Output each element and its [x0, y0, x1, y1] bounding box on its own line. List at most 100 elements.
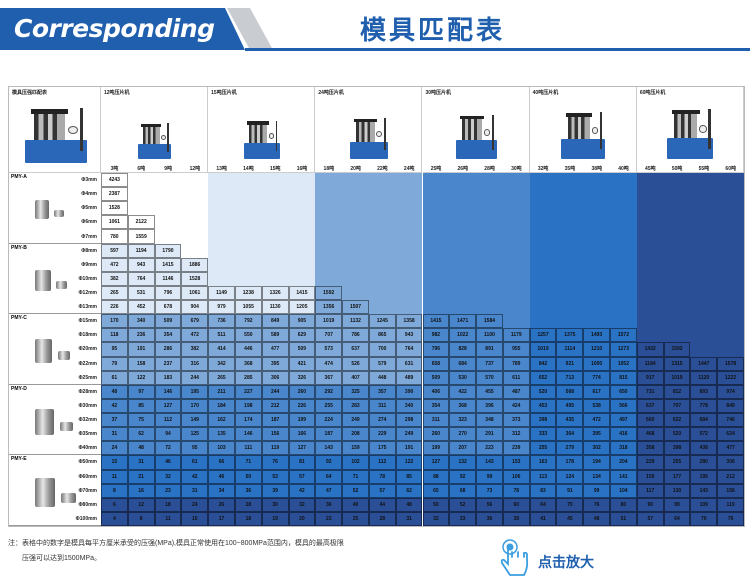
pressure-cell: 226: [288, 398, 316, 414]
pressure-cell: 566: [610, 398, 637, 414]
pressure-cell: 36: [476, 511, 503, 526]
pressure-cell: 34: [208, 483, 235, 498]
pressure-cell: 280: [690, 455, 718, 470]
pressure-cell: 158: [127, 356, 155, 371]
pressure-cell: 560: [636, 413, 664, 428]
pressure-cell: 260: [288, 384, 316, 399]
pressure-cell: 159: [342, 441, 369, 456]
die-family-pmy-b: PMY-B Φ8mm Φ9mm Φ10mm Φ12mm Φ13mm: [9, 243, 101, 315]
pressure-cell: 88: [422, 469, 450, 484]
pressure-cell: 162: [208, 413, 235, 428]
pressure-cell: 61: [181, 455, 209, 470]
pressure-cell: 212: [261, 398, 289, 414]
pressure-cell: 849: [717, 398, 744, 414]
pressure-cell: 48: [395, 497, 423, 512]
pressure-cell: 1572: [610, 328, 637, 343]
pressure-cell: 368: [449, 398, 477, 414]
pressure-cell: 354: [422, 398, 450, 414]
press-machine-image-top: [353, 118, 377, 123]
pressure-cell: 2387: [101, 187, 128, 202]
pressure-cell: 407: [342, 370, 369, 385]
pressure-cell: 42: [288, 483, 316, 498]
pressure-cell: 65: [422, 483, 450, 498]
pressure-cell: 326: [288, 370, 316, 385]
press-group-label: 40吨压片机: [532, 90, 559, 96]
pressure-cell: 177: [663, 469, 691, 484]
pressure-cell: 178: [556, 455, 584, 470]
pressure-cell: 684: [449, 356, 477, 371]
pressure-cell: 904: [181, 300, 209, 315]
pressure-cell: 396: [476, 398, 503, 414]
tap-hand-icon: [500, 539, 529, 576]
press-machine-image-gauge: [376, 131, 383, 138]
pressure-cell: 1149: [208, 285, 235, 301]
die-diameter-label: Φ20mm: [78, 346, 97, 353]
pressure-cell: 143: [476, 455, 503, 470]
pressure-cell: 1592: [663, 342, 691, 357]
pressure-cell: 2122: [127, 215, 155, 230]
pressure-cell: 125: [181, 427, 209, 442]
pressure-cell: 316: [181, 356, 209, 371]
pressure-cell: 156: [261, 427, 289, 442]
pressure-cell: 511: [208, 328, 235, 343]
pressure-cell: 658: [422, 356, 450, 371]
pressure-cell: 298: [395, 413, 423, 428]
pressure-cell: 1447: [690, 356, 718, 371]
pressure-cell: 943: [395, 328, 423, 343]
pressure-cell: 421: [288, 356, 316, 371]
pressure-cell: 789: [502, 356, 530, 371]
pressure-cell: 117: [636, 483, 664, 498]
pressure-cell: 1061: [101, 215, 128, 230]
pressure-cell: 48: [583, 511, 611, 526]
pressure-cell: 792: [234, 314, 262, 329]
pressure-cell: 796: [422, 342, 450, 357]
pressure-cell: 1273: [610, 342, 637, 357]
pressure-cell: 737: [476, 356, 503, 371]
pressure-cell: 143: [690, 483, 718, 498]
die-body-image: [35, 199, 49, 220]
pressure-cell: 1184: [636, 356, 664, 371]
pressure-cell: 302: [583, 441, 611, 456]
die-diameter-label: Φ40mm: [78, 445, 97, 452]
pressure-cell: 42: [181, 469, 209, 484]
pressure-cell: 32: [154, 469, 182, 484]
pressure-cell: 57: [636, 511, 664, 526]
pressure-cell: 731: [636, 384, 664, 399]
pressure-cell: 109: [690, 497, 718, 512]
pressure-cell: 174: [234, 413, 262, 428]
pressure-cell: 891: [476, 342, 503, 357]
pressure-cell: 194: [583, 455, 611, 470]
pressure-cell: 119: [717, 497, 744, 512]
die-family-name: PMY-D: [11, 385, 27, 392]
pressure-cell: 85: [395, 469, 423, 484]
header-banner: [0, 8, 245, 50]
pressure-cell: 414: [208, 342, 235, 357]
pressure-cell: 146: [234, 427, 262, 442]
pressure-cell: 1493: [583, 328, 611, 343]
pressure-cell: 153: [502, 455, 530, 470]
press-machine-image-gauge: [591, 127, 599, 135]
press-machine-image-top: [141, 124, 162, 128]
pressure-cell: 260: [422, 427, 450, 442]
press-machine-image-frame: [249, 124, 268, 143]
pressure-cell: 236: [127, 328, 155, 343]
pressure-cell: 707: [663, 398, 691, 414]
pressure-cell: 31: [127, 455, 155, 470]
press-machine-image-base: [349, 141, 389, 159]
digital-press-image-base: [25, 139, 87, 163]
pressure-cell: 472: [101, 257, 128, 272]
press-group-label: 24吨压片机: [318, 90, 344, 96]
tonnage-label: 45吨: [645, 166, 656, 172]
pressure-cell: 424: [502, 398, 530, 414]
zoom-in-button[interactable]: 点击放大: [498, 538, 608, 578]
pressure-cell: 113: [529, 469, 557, 484]
pressure-cell: 111: [234, 441, 262, 456]
press-machine-image-handle: [492, 114, 495, 150]
pressure-cell: 531: [127, 285, 155, 301]
pressure-cell: 812: [663, 384, 691, 399]
tonnage-label: 14吨: [243, 166, 254, 172]
pressure-cell: 624: [717, 427, 744, 442]
pressure-cell: 170: [101, 314, 128, 329]
pressure-cell: 455: [476, 384, 503, 399]
pressure-cell: 679: [181, 314, 209, 329]
